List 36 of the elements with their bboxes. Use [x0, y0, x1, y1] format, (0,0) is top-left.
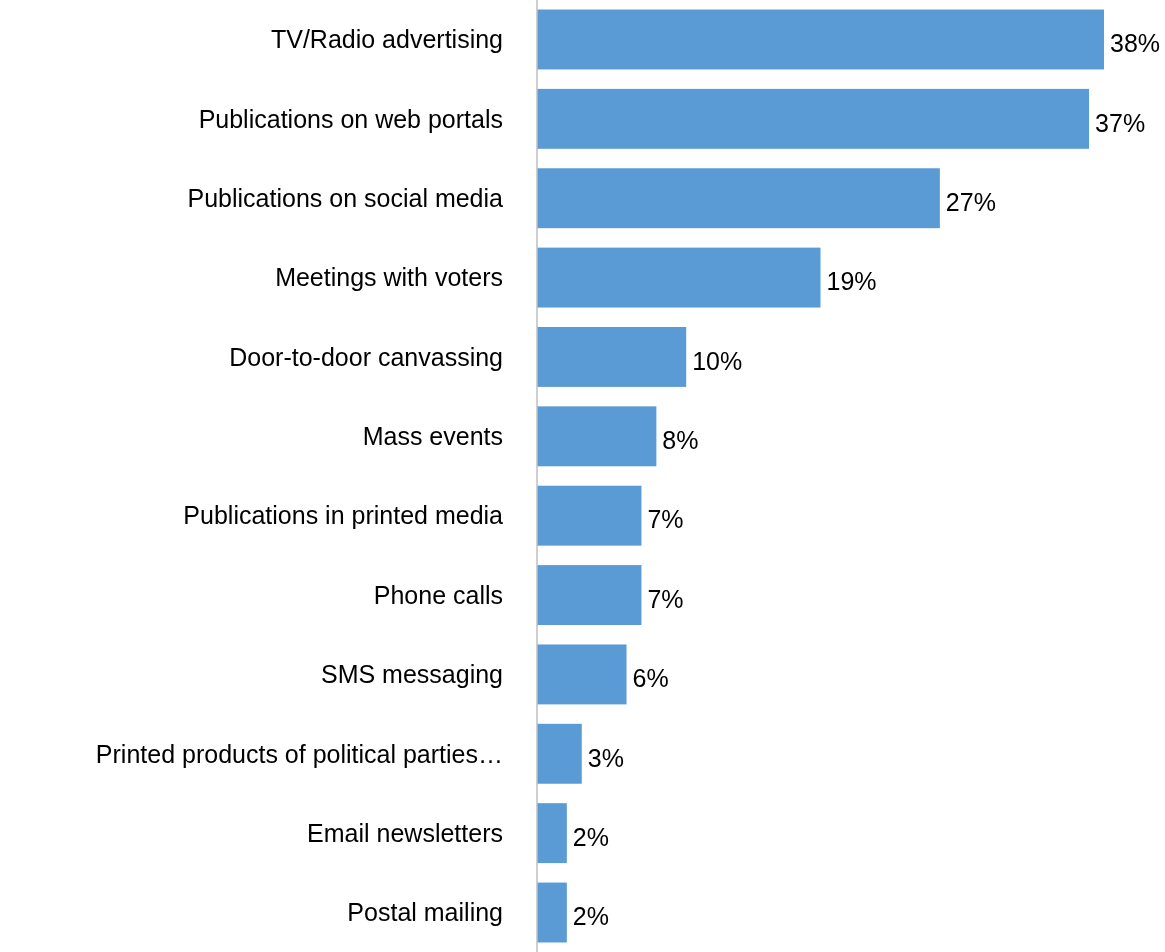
bar	[537, 644, 627, 705]
y-tick-label: Email newsletters	[307, 818, 503, 847]
data-label: 37%	[1095, 108, 1146, 137]
bar	[537, 882, 567, 943]
data-label: 27%	[945, 187, 996, 216]
data-label: 19%	[826, 267, 877, 296]
data-label: 2%	[572, 902, 609, 931]
data-label: 7%	[647, 584, 684, 613]
y-tick-label: SMS messaging	[320, 660, 503, 689]
y-tick-label: Mass events	[362, 422, 503, 451]
bar	[537, 326, 687, 387]
y-tick-label: Meetings with voters	[275, 263, 503, 292]
data-label: 7%	[647, 505, 684, 534]
data-label: 10%	[692, 346, 743, 375]
y-tick-label: TV/Radio advertising	[270, 25, 503, 54]
data-label: 3%	[587, 743, 624, 772]
y-tick-label: Publications in printed media	[183, 501, 504, 530]
bar	[537, 565, 642, 626]
data-label: 38%	[1110, 29, 1161, 58]
bar	[537, 723, 582, 784]
data-label: 2%	[572, 822, 609, 851]
y-tick-label: Door-to-door canvassing	[229, 342, 503, 371]
y-tick-label: Publications on social media	[187, 183, 504, 212]
bar	[537, 803, 567, 864]
data-label: 8%	[662, 426, 699, 455]
bar	[537, 406, 657, 467]
bar	[537, 88, 1090, 149]
bar	[537, 485, 642, 546]
bar	[537, 247, 821, 308]
y-tick-label: Phone calls	[373, 580, 503, 609]
bar	[537, 9, 1104, 70]
y-tick-label: Printed products of political parties…	[95, 739, 503, 768]
data-label: 6%	[632, 664, 669, 693]
y-tick-label: Publications on web portals	[198, 104, 503, 133]
y-tick-label: Postal mailing	[347, 898, 503, 927]
bar	[537, 168, 940, 229]
